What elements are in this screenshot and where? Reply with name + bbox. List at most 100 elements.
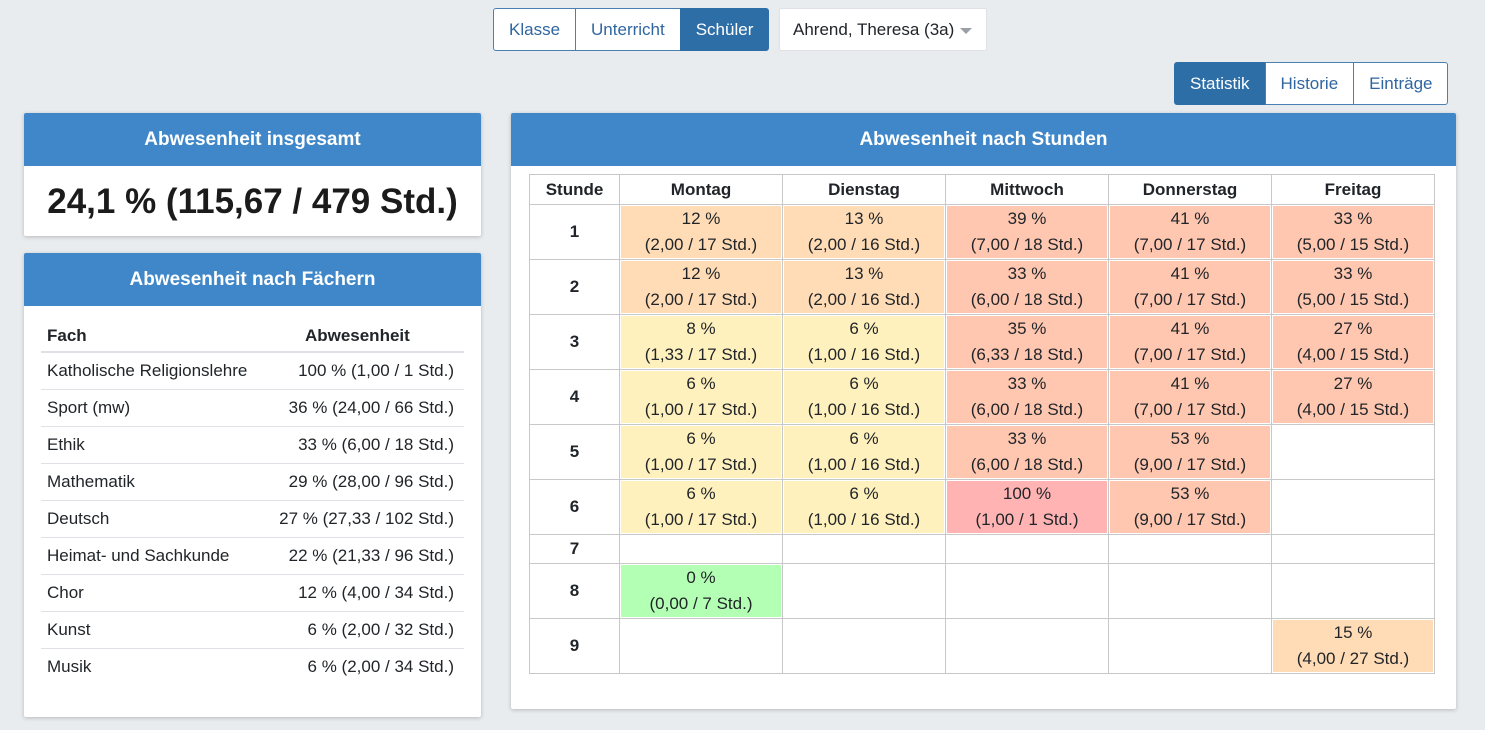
cell-detail: (7,00 / 17 Std.) <box>1133 235 1247 254</box>
hour-cell: 53 % (9,00 / 17 Std.) <box>1108 479 1272 535</box>
hour-cell <box>945 534 1109 564</box>
cell-detail: (0,00 / 7 Std.) <box>649 594 753 613</box>
hour-cell: 35 % (6,33 / 18 Std.) <box>945 314 1109 370</box>
subject-table-header-row: Fach Abwesenheit <box>41 320 464 353</box>
cell-percentage: 15 % <box>1333 623 1373 642</box>
subject-name: Deutsch <box>41 500 261 538</box>
hour-number: 3 <box>529 314 620 370</box>
subject-name: Heimat- und Sachkunde <box>41 537 261 575</box>
cell-detail: (1,00 / 17 Std.) <box>644 400 758 419</box>
cell-detail: (5,00 / 15 Std.) <box>1296 290 1410 309</box>
hour-number: 1 <box>529 204 620 260</box>
hour-cell: 33 % (6,00 / 18 Std.) <box>945 424 1109 480</box>
tab-schueler[interactable]: Schüler <box>679 8 770 51</box>
cell-detail: (6,33 / 18 Std.) <box>970 345 1084 364</box>
cell-percentage: 53 % <box>1170 429 1210 448</box>
cell-percentage: 33 % <box>1333 264 1373 283</box>
table-row: 2 12 % (2,00 / 17 Std.) 13 % (2,00 / 16 Std.… <box>529 259 1435 315</box>
table-row: Musik 6 % (2,00 / 34 Std.) <box>41 649 464 686</box>
table-row: Heimat- und Sachkunde 22 % (21,33 / 96 St… <box>41 537 464 575</box>
header-day: Freitag <box>1271 174 1435 205</box>
hours-table: Stunde Montag Dienstag Mittwoch Donnerstag F… <box>529 174 1435 674</box>
cell-percentage: 100 % <box>1002 484 1052 503</box>
hour-cell: 6 % (1,00 / 16 Std.) <box>782 479 946 535</box>
tab-klasse[interactable]: Klasse <box>493 8 577 51</box>
hour-number: 4 <box>529 369 620 425</box>
table-row: 1 12 % (2,00 / 17 Std.) 13 % (2,00 / 16 Std.… <box>529 204 1435 260</box>
hour-cell: 53 % (9,00 / 17 Std.) <box>1108 424 1272 480</box>
hour-cell <box>1271 479 1435 535</box>
tab-unterricht[interactable]: Unterricht <box>575 8 681 51</box>
cell-detail: (7,00 / 17 Std.) <box>1133 345 1247 364</box>
view-tab-group: Klasse Unterricht Schüler <box>493 8 770 51</box>
hour-absence-card: Abwesenheit nach Stunden Stunde Montag Di… <box>511 113 1456 709</box>
subject-absence-value: 33 % (6,00 / 18 Std.) <box>260 426 464 464</box>
cell-percentage: 27 % <box>1333 374 1373 393</box>
hour-cell: 12 % (2,00 / 17 Std.) <box>619 259 783 315</box>
tab-statistik[interactable]: Statistik <box>1174 62 1266 105</box>
cell-detail: (1,00 / 1 Std.) <box>975 510 1079 529</box>
hour-number: 9 <box>529 618 620 674</box>
cell-detail: (1,00 / 17 Std.) <box>644 510 758 529</box>
cell-detail: (7,00 / 17 Std.) <box>1133 400 1247 419</box>
cell-percentage: 33 % <box>1007 429 1047 448</box>
header-stunde: Stunde <box>529 174 620 205</box>
cell-percentage: 12 % <box>681 209 721 228</box>
cell-percentage: 33 % <box>1007 264 1047 283</box>
cell-percentage: 41 % <box>1170 209 1210 228</box>
subject-absence-value: 27 % (27,33 / 102 Std.) <box>260 500 464 538</box>
table-row: 8 0 % (0,00 / 7 Std.) <box>529 563 1435 619</box>
cell-detail: (1,33 / 17 Std.) <box>644 345 758 364</box>
cell-detail: (6,00 / 18 Std.) <box>970 400 1084 419</box>
total-absence-card: Abwesenheit insgesamt 24,1 % (115,67 / 4… <box>24 113 481 236</box>
cell-detail: (6,00 / 18 Std.) <box>970 290 1084 309</box>
table-row: Deutsch 27 % (27,33 / 102 Std.) <box>41 500 464 538</box>
tab-historie[interactable]: Historie <box>1264 62 1355 105</box>
hour-cell: 33 % (5,00 / 15 Std.) <box>1271 259 1435 315</box>
cell-detail: (9,00 / 17 Std.) <box>1133 510 1247 529</box>
header-day: Dienstag <box>782 174 946 205</box>
cell-detail: (6,00 / 18 Std.) <box>970 455 1084 474</box>
subject-name: Musik <box>47 657 92 676</box>
cell-percentage: 6 % <box>849 319 879 338</box>
cell-detail: (4,00 / 15 Std.) <box>1296 345 1410 364</box>
table-row: Sport (mw) 36 % (24,00 / 66 Std.) <box>41 389 464 427</box>
hour-cell <box>619 618 783 674</box>
student-select[interactable]: Ahrend, Theresa (3a) <box>779 8 987 51</box>
cell-percentage: 33 % <box>1333 209 1373 228</box>
hour-cell <box>1271 563 1435 619</box>
hour-cell: 0 % (0,00 / 7 Std.) <box>619 563 783 619</box>
table-row: Kunst 6 % (2,00 / 32 Std.) <box>41 611 464 649</box>
hour-cell <box>945 618 1109 674</box>
chevron-down-icon <box>960 28 972 34</box>
hour-cell: 12 % (2,00 / 17 Std.) <box>619 204 783 260</box>
cell-detail: (5,00 / 15 Std.) <box>1296 235 1410 254</box>
header-fach: Fach <box>41 320 261 353</box>
cell-percentage: 53 % <box>1170 484 1210 503</box>
cell-percentage: 13 % <box>844 209 884 228</box>
hour-cell: 41 % (7,00 / 17 Std.) <box>1108 314 1272 370</box>
hour-cell: 6 % (1,00 / 17 Std.) <box>619 369 783 425</box>
hour-number: 6 <box>529 479 620 535</box>
subject-name: Ethik <box>41 426 261 464</box>
subject-absence-value: 22 % (21,33 / 96 Std.) <box>260 537 464 575</box>
cell-percentage: 35 % <box>1007 319 1047 338</box>
hour-cell <box>1108 618 1272 674</box>
hour-cell: 27 % (4,00 / 15 Std.) <box>1271 369 1435 425</box>
table-row: Mathematik 29 % (28,00 / 96 Std.) <box>41 463 464 501</box>
table-row: 6 6 % (1,00 / 17 Std.) 6 % (1,00 / 16 Std.) 1… <box>529 479 1435 535</box>
hour-cell: 33 % (5,00 / 15 Std.) <box>1271 204 1435 260</box>
subject-table: Fach Abwesenheit Katholische Religionsle… <box>41 320 464 685</box>
table-row: 4 6 % (1,00 / 17 Std.) 6 % (1,00 / 16 Std.) 3… <box>529 369 1435 425</box>
cell-detail: (2,00 / 17 Std.) <box>644 290 758 309</box>
subject-absence-value: 12 % (4,00 / 34 Std.) <box>260 574 464 612</box>
subject-name: Chor <box>41 574 261 612</box>
hour-cell: 15 % (4,00 / 27 Std.) <box>1271 618 1435 674</box>
cell-percentage: 6 % <box>686 374 716 393</box>
tab-eintraege[interactable]: Einträge <box>1353 62 1449 105</box>
table-row: 5 6 % (1,00 / 17 Std.) 6 % (1,00 / 16 Std.) 3… <box>529 424 1435 480</box>
cell-percentage: 39 % <box>1007 209 1047 228</box>
cell-percentage: 41 % <box>1170 374 1210 393</box>
hour-absence-title: Abwesenheit nach Stunden <box>511 113 1456 166</box>
hour-cell <box>1108 563 1272 619</box>
